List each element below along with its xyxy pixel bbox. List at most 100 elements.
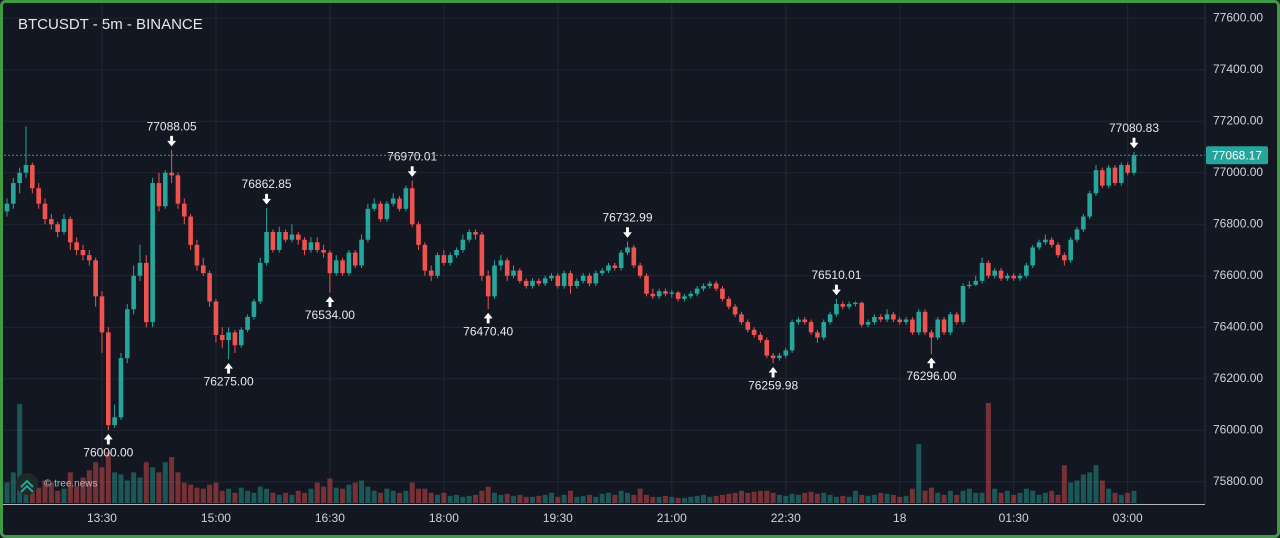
volume-bar	[783, 495, 789, 503]
y-tick-label: 77400.00	[1213, 62, 1263, 76]
volume-bar	[435, 494, 441, 503]
candle-body	[295, 234, 301, 240]
volume-bar	[99, 467, 105, 503]
x-tick-label: 18:00	[429, 511, 459, 525]
candle-body	[17, 172, 22, 184]
candle-body	[118, 358, 124, 418]
candle-body	[200, 265, 206, 274]
candle-body	[1024, 265, 1029, 276]
axis: 75800.00 76000.00 76200.00 76400.00 76600.00…	[0, 10, 1268, 525]
volume-bar	[751, 491, 757, 503]
annotation-arrow	[768, 366, 778, 378]
candle-body	[1049, 239, 1054, 245]
candle-body	[428, 270, 434, 276]
volume-bar	[897, 496, 903, 503]
candle-body	[74, 242, 79, 250]
volume-bar	[1061, 465, 1067, 503]
candle-body	[555, 275, 561, 287]
candle-body	[219, 334, 225, 341]
volume-bar	[998, 492, 1004, 503]
volume-bar	[289, 494, 295, 503]
volume-bar	[454, 494, 460, 503]
volume-bar	[738, 490, 744, 503]
candle-body	[150, 183, 155, 323]
volume-bar	[416, 488, 422, 503]
volume-bar	[251, 492, 257, 503]
volume-bar	[865, 495, 871, 503]
chart-title: BTCUSDT - 5m - BINANCE	[18, 16, 203, 33]
candle-body	[352, 252, 358, 266]
volume	[4, 403, 1137, 503]
volume-bar	[599, 493, 605, 503]
candle-body	[973, 280, 979, 285]
volume-bar	[586, 494, 592, 503]
candle-body	[181, 203, 187, 217]
annotation-label: 76862.85	[242, 177, 292, 191]
annotation-arrow	[831, 284, 841, 296]
candle-body	[663, 291, 668, 294]
candle-body	[1131, 155, 1137, 173]
volume-bar	[302, 492, 308, 503]
volume-bar	[333, 487, 339, 503]
candle-body	[441, 255, 447, 263]
candle-body	[688, 293, 694, 297]
candle-body	[1093, 170, 1099, 194]
candle-body	[713, 283, 719, 289]
candle-body	[599, 270, 605, 274]
volume-bar	[821, 492, 827, 503]
volume-bar	[422, 488, 428, 503]
volume-bar	[681, 497, 687, 503]
candle-body	[967, 284, 972, 287]
volume-bar	[200, 488, 206, 503]
volume-bar	[124, 480, 130, 503]
volume-bar	[909, 488, 915, 503]
candle-body	[1119, 165, 1124, 184]
candle-body	[4, 203, 10, 212]
volume-bar	[732, 492, 738, 503]
candle-body	[1106, 167, 1111, 186]
candle-body	[644, 275, 649, 294]
volume-bar	[814, 493, 820, 503]
volume-bar	[498, 494, 504, 503]
volume-bar	[511, 495, 517, 503]
volume-bar	[973, 492, 979, 503]
volume-bar	[397, 492, 403, 503]
candle-body	[226, 332, 231, 341]
candle-body	[1074, 229, 1080, 240]
watermark: © tree.news	[16, 473, 98, 495]
candle-body	[656, 291, 662, 297]
candle-body	[143, 262, 149, 323]
candle-body	[998, 270, 1004, 279]
candle-body	[1100, 170, 1105, 186]
candle-body	[340, 260, 345, 274]
candle-body	[365, 208, 371, 240]
volume-bar	[840, 495, 846, 503]
candle-body	[131, 275, 136, 310]
volume-bar	[795, 494, 801, 503]
volume-bar	[485, 486, 491, 503]
candle-body	[390, 198, 396, 204]
volume-bar	[808, 491, 814, 503]
volume-bar	[409, 482, 415, 503]
candle-body	[941, 319, 947, 333]
candle-body	[796, 319, 801, 323]
candle-body	[916, 311, 922, 333]
volume-bar	[979, 492, 985, 503]
volume-bar	[935, 492, 941, 503]
volume-bar	[4, 482, 10, 503]
candle-body	[650, 293, 656, 297]
volume-bar	[675, 497, 681, 503]
volume-bar	[181, 482, 187, 503]
volume-bar	[36, 487, 42, 503]
volume-bar	[1131, 490, 1137, 503]
candle-body	[574, 280, 580, 287]
candle-body	[593, 273, 599, 284]
candle-body	[669, 292, 675, 294]
candle-body	[922, 311, 928, 333]
candle-body	[302, 239, 307, 250]
volume-bar	[1068, 482, 1074, 503]
candle-body	[1125, 165, 1130, 173]
volume-bar	[960, 490, 966, 503]
volume-bar	[700, 494, 706, 503]
